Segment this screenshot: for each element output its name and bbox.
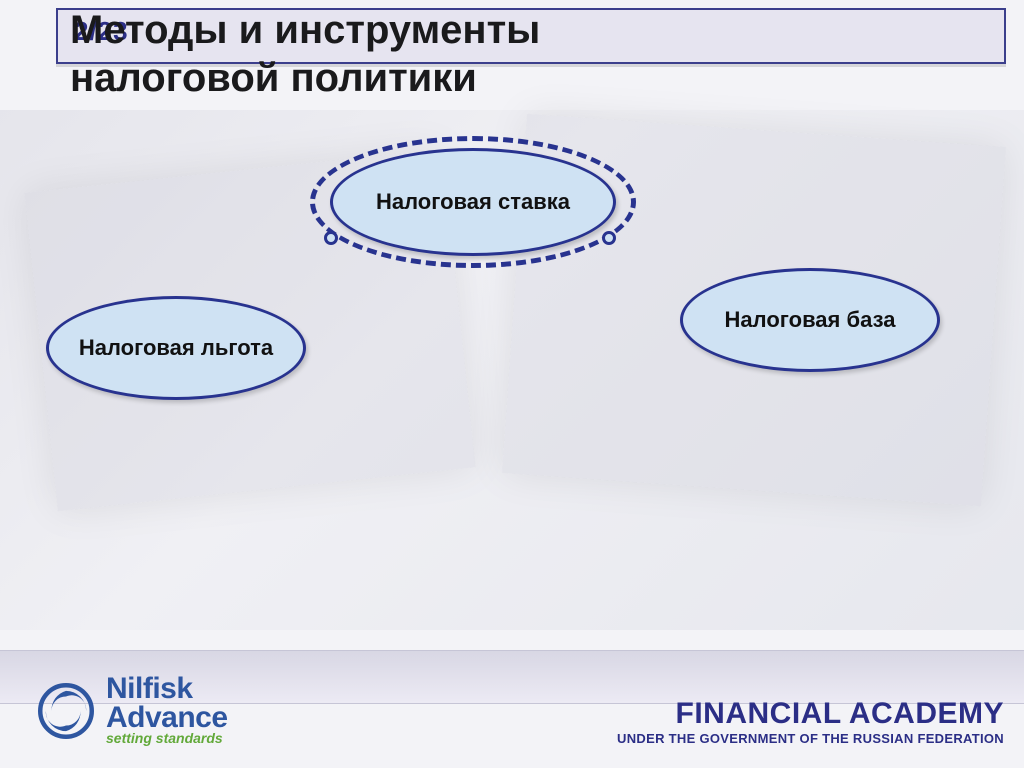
logo: Nilfisk Advance setting standards (38, 675, 228, 746)
node-left-label: Налоговая льгота (69, 335, 283, 361)
slide-title: Методы и инструменты налоговой политики (70, 6, 994, 102)
logo-brand-line1: Nilfisk (106, 675, 228, 704)
swirl-icon (38, 683, 94, 739)
logo-brand-line2: Advance (106, 704, 228, 733)
academy-block: FINANCIAL ACADEMY UNDER THE GOVERNMENT O… (617, 697, 1004, 746)
node-left: Налоговая льгота (46, 296, 306, 400)
slide: 2/23 Методы и инструменты налоговой поли… (0, 0, 1024, 768)
academy-subtitle: UNDER THE GOVERNMENT OF THE RUSSIAN FEDE… (617, 731, 1004, 746)
logo-text: Nilfisk Advance setting standards (106, 675, 228, 746)
academy-title: FINANCIAL ACADEMY (617, 697, 1004, 731)
node-right: Налоговая база (680, 268, 940, 372)
logo-tagline: setting standards (106, 730, 228, 746)
node-center-label: Налоговая ставка (366, 189, 580, 215)
footer: Nilfisk Advance setting standards FINANC… (38, 675, 1004, 746)
node-center: Налоговая ставка (330, 148, 616, 256)
node-right-label: Налоговая база (715, 307, 906, 333)
